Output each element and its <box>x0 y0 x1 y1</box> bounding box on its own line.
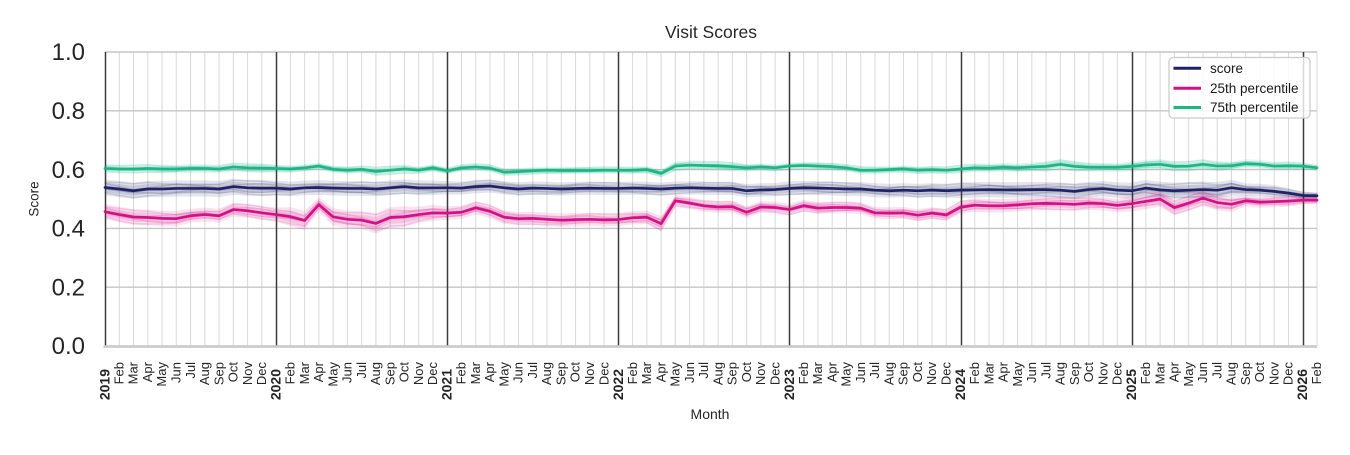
svg-text:Jul: Jul <box>867 362 882 379</box>
svg-text:Nov: Nov <box>924 362 939 386</box>
svg-text:Feb: Feb <box>967 362 982 384</box>
svg-text:Sep: Sep <box>896 362 911 385</box>
svg-text:Aug: Aug <box>539 362 554 385</box>
svg-text:score: score <box>1210 61 1243 76</box>
svg-text:Apr: Apr <box>1167 361 1182 382</box>
svg-text:Sep: Sep <box>1067 362 1082 385</box>
svg-text:Jul: Jul <box>696 362 711 379</box>
svg-text:Dec: Dec <box>1281 362 1296 386</box>
svg-text:2022: 2022 <box>610 369 626 400</box>
svg-text:2025: 2025 <box>1123 369 1139 400</box>
svg-text:Mar: Mar <box>297 361 312 384</box>
svg-text:May: May <box>496 362 511 387</box>
svg-text:Jul: Jul <box>183 362 198 379</box>
svg-text:Nov: Nov <box>582 362 597 386</box>
svg-text:Sep: Sep <box>553 362 568 385</box>
svg-text:Jun: Jun <box>682 362 697 383</box>
svg-text:Aug: Aug <box>881 362 896 385</box>
svg-text:Jun: Jun <box>1024 362 1039 383</box>
svg-text:2023: 2023 <box>781 369 797 400</box>
svg-text:Nov: Nov <box>240 362 255 386</box>
svg-text:Aug: Aug <box>710 362 725 385</box>
svg-text:2020: 2020 <box>268 369 284 400</box>
svg-text:2024: 2024 <box>952 369 968 400</box>
svg-text:Sep: Sep <box>211 362 226 385</box>
svg-text:Oct: Oct <box>568 362 583 383</box>
svg-text:Jun: Jun <box>168 362 183 383</box>
svg-text:Oct: Oct <box>226 362 241 383</box>
svg-text:Jul: Jul <box>1038 362 1053 379</box>
svg-text:May: May <box>668 362 683 387</box>
svg-text:Apr: Apr <box>311 361 326 382</box>
svg-text:Jun: Jun <box>511 362 526 383</box>
svg-text:Jul: Jul <box>1209 362 1224 379</box>
svg-text:25th percentile: 25th percentile <box>1210 81 1299 96</box>
svg-text:Mar: Mar <box>1152 361 1167 384</box>
svg-text:May: May <box>325 362 340 387</box>
svg-text:Oct: Oct <box>1081 362 1096 383</box>
svg-text:Feb: Feb <box>454 362 469 384</box>
svg-text:Apr: Apr <box>824 361 839 382</box>
svg-text:Score: Score <box>27 181 42 216</box>
svg-text:May: May <box>1010 362 1025 387</box>
svg-text:Dec: Dec <box>1110 362 1125 386</box>
svg-text:2019: 2019 <box>97 369 113 400</box>
svg-text:Dec: Dec <box>596 362 611 386</box>
svg-text:May: May <box>1181 362 1196 387</box>
svg-text:Sep: Sep <box>725 362 740 385</box>
svg-text:Feb: Feb <box>1309 362 1324 384</box>
svg-text:Aug: Aug <box>1224 362 1239 385</box>
svg-text:75th percentile: 75th percentile <box>1210 100 1299 115</box>
svg-text:Month: Month <box>691 406 730 422</box>
svg-text:Nov: Nov <box>753 362 768 386</box>
svg-text:May: May <box>839 362 854 387</box>
svg-text:Oct: Oct <box>910 362 925 383</box>
svg-text:0.8: 0.8 <box>52 98 85 125</box>
svg-text:Aug: Aug <box>368 362 383 385</box>
svg-text:Mar: Mar <box>468 361 483 384</box>
svg-text:Dec: Dec <box>425 362 440 386</box>
svg-text:Jul: Jul <box>525 362 540 379</box>
svg-text:Jul: Jul <box>354 362 369 379</box>
svg-text:Jun: Jun <box>1195 362 1210 383</box>
svg-text:Feb: Feb <box>283 362 298 384</box>
svg-text:May: May <box>154 362 169 387</box>
svg-text:Jun: Jun <box>853 362 868 383</box>
svg-text:Jun: Jun <box>340 362 355 383</box>
svg-text:Feb: Feb <box>111 362 126 384</box>
svg-text:Apr: Apr <box>653 361 668 382</box>
svg-text:Nov: Nov <box>1266 362 1281 386</box>
svg-text:Dec: Dec <box>938 362 953 386</box>
svg-text:0.2: 0.2 <box>52 274 85 301</box>
svg-text:Apr: Apr <box>140 361 155 382</box>
svg-text:Oct: Oct <box>739 362 754 383</box>
svg-text:0.4: 0.4 <box>52 216 85 243</box>
svg-text:Sep: Sep <box>382 362 397 385</box>
svg-text:Apr: Apr <box>996 361 1011 382</box>
svg-text:Mar: Mar <box>639 361 654 384</box>
svg-text:Dec: Dec <box>767 362 782 386</box>
svg-text:0.6: 0.6 <box>52 157 85 184</box>
svg-text:Feb: Feb <box>1138 362 1153 384</box>
svg-text:Visit Scores: Visit Scores <box>665 22 757 42</box>
svg-text:Nov: Nov <box>1095 362 1110 386</box>
svg-text:Apr: Apr <box>482 361 497 382</box>
svg-text:2021: 2021 <box>439 369 455 400</box>
svg-text:Nov: Nov <box>411 362 426 386</box>
svg-text:Mar: Mar <box>126 361 141 384</box>
svg-text:Feb: Feb <box>796 362 811 384</box>
svg-text:Sep: Sep <box>1238 362 1253 385</box>
svg-text:Oct: Oct <box>397 362 412 383</box>
svg-text:Mar: Mar <box>810 361 825 384</box>
svg-text:Oct: Oct <box>1252 362 1267 383</box>
svg-text:Aug: Aug <box>197 362 212 385</box>
svg-text:0.0: 0.0 <box>52 333 85 360</box>
svg-text:2026: 2026 <box>1294 369 1310 400</box>
svg-text:Feb: Feb <box>625 362 640 384</box>
svg-text:Mar: Mar <box>981 361 996 384</box>
svg-text:Aug: Aug <box>1053 362 1068 385</box>
svg-text:1.0: 1.0 <box>52 39 85 66</box>
svg-text:Dec: Dec <box>254 362 269 386</box>
